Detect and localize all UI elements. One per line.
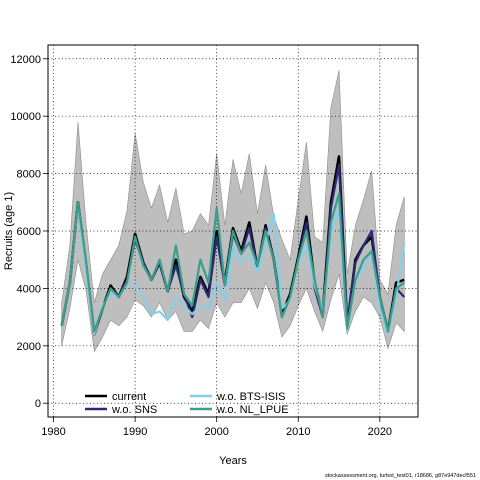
legend-label-1: current xyxy=(112,391,146,403)
series-line-4 xyxy=(60,192,405,333)
x-tick-label: 2020 xyxy=(368,426,392,438)
confidence-band-layer xyxy=(61,70,405,353)
legend-label-2: w.o. SNS xyxy=(111,404,157,416)
legend-label-3: w.o. BTS-ISIS xyxy=(216,391,285,403)
footer-credit: stockassessment.org, turbot_test01, r186… xyxy=(325,473,476,479)
y-tick-label: 4000 xyxy=(17,283,41,295)
confidence-band xyxy=(61,70,405,353)
series-layer xyxy=(60,155,406,336)
y-tick-label: 6000 xyxy=(17,226,41,238)
x-axis-title: Years xyxy=(219,455,247,467)
y-tick-label: 0 xyxy=(35,398,41,410)
y-tick-label: 10000 xyxy=(10,111,41,123)
x-tick-label: 2010 xyxy=(286,426,310,438)
y-tick-label: 12000 xyxy=(10,54,41,66)
y-tick-label: 8000 xyxy=(17,169,41,181)
tick-layer: 1980 1990 2000 2010 2020 0 2000 4000 6000 8000 100… xyxy=(10,54,392,438)
x-tick-label: 1990 xyxy=(123,426,147,438)
legend-label-4: w.o. NL_LPUE xyxy=(216,404,289,416)
y-tick-label: 2000 xyxy=(17,341,41,353)
y-axis-title: Recruits (age 1) xyxy=(3,192,15,270)
x-tick-label: 1980 xyxy=(41,426,65,438)
x-tick-label: 2000 xyxy=(204,426,228,438)
